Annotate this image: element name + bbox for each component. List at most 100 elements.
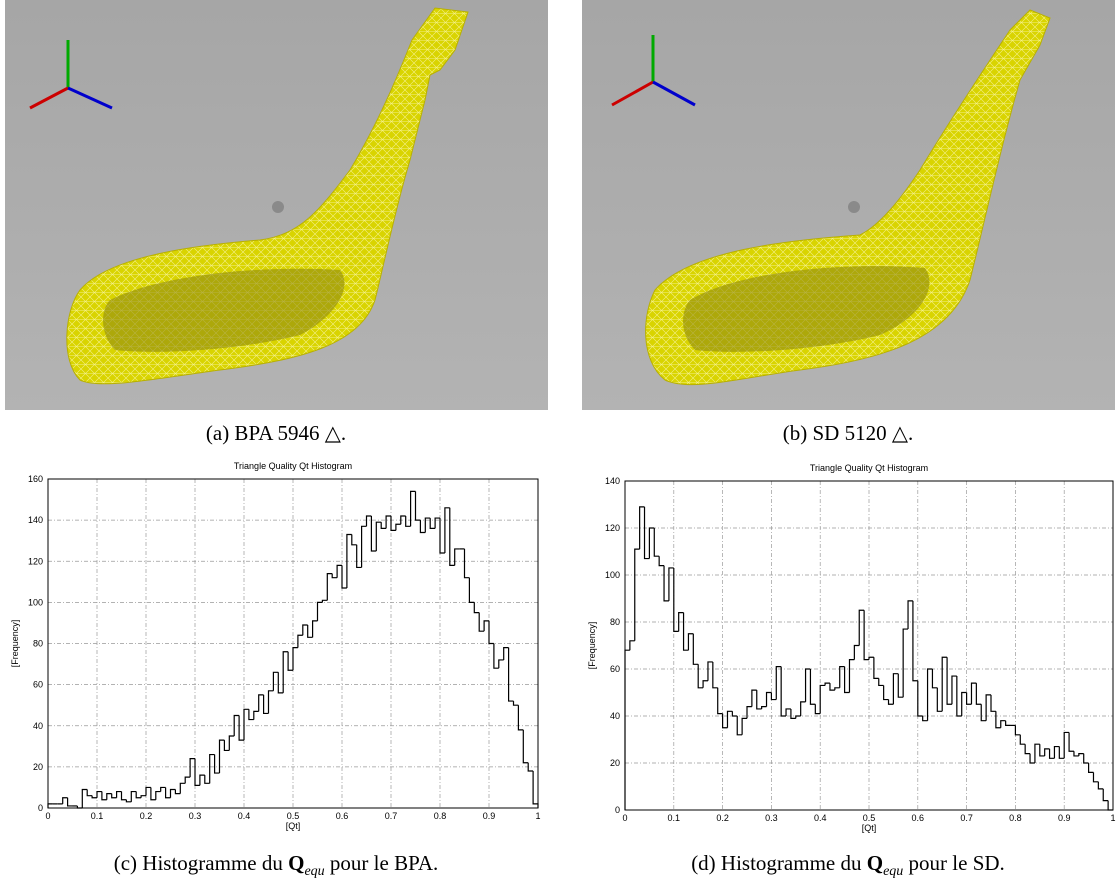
histogram-step	[160, 786, 166, 792]
histogram-step	[390, 516, 396, 532]
histogram-step	[532, 770, 539, 808]
histogram-step	[863, 610, 869, 661]
histogram-step	[1078, 753, 1084, 756]
histogram-step	[125, 799, 132, 803]
histogram-step	[941, 656, 948, 712]
histogram-step	[824, 682, 830, 686]
caption: (c) Histogramme du Qequ pour le BPA.	[114, 851, 439, 878]
histogram-step	[414, 491, 421, 521]
histogram-step	[800, 701, 806, 716]
histogram-step	[498, 659, 504, 669]
caption-text: (d) Histogramme du	[691, 851, 867, 875]
histogram-step	[370, 516, 377, 552]
histogram-step	[736, 716, 743, 736]
y-tick-label: 120	[28, 556, 43, 566]
histogram-step	[634, 548, 640, 641]
histogram-step	[263, 694, 269, 715]
histogram-step	[165, 787, 171, 799]
x-tick-label: 0.6	[336, 811, 349, 821]
histogram-step	[253, 710, 259, 720]
x-axis-label: [Qt]	[862, 823, 877, 833]
x-tick-label: 0	[45, 811, 50, 821]
histogram-step	[1005, 720, 1011, 726]
histogram-step	[648, 527, 655, 559]
histogram-step	[1058, 746, 1065, 759]
histogram-step	[508, 647, 514, 702]
histogram-step	[1019, 734, 1026, 745]
histogram-step	[966, 692, 972, 705]
histogram-step	[101, 791, 107, 801]
histogram-step	[663, 565, 669, 602]
histogram-step	[292, 647, 298, 671]
y-tick-label: 20	[610, 758, 620, 768]
histogram-step	[917, 680, 923, 717]
x-tick-label: 0.3	[189, 811, 202, 821]
caption-text: pour le BPA.	[325, 851, 439, 875]
histogram-step	[302, 624, 308, 636]
histogram-step	[116, 790, 122, 798]
histogram-step	[702, 680, 708, 688]
y-tick-label: 20	[33, 762, 43, 772]
histogram-step	[527, 762, 534, 772]
histogram-step	[169, 788, 176, 798]
histogram-step	[809, 669, 816, 705]
histogram-step	[361, 525, 367, 568]
render-bpa	[5, 0, 548, 410]
y-tick-label: 60	[33, 680, 43, 690]
histogram-step	[454, 548, 460, 566]
histogram-step	[731, 711, 738, 717]
y-tick-label: 80	[33, 639, 43, 649]
y-tick-label: 100	[605, 570, 620, 580]
histogram-step	[873, 657, 879, 679]
histogram-step	[282, 651, 289, 693]
histogram-step	[444, 507, 450, 554]
chart-title: Triangle Quality Qt Histogram	[234, 461, 352, 471]
histogram-step	[1073, 751, 1079, 757]
histogram-step	[321, 599, 328, 603]
y-tick-label: 100	[28, 597, 43, 607]
histogram-step	[1000, 720, 1006, 728]
histogram-step	[1039, 744, 1045, 757]
histogram-step	[478, 612, 485, 632]
caption: (d) Histogramme du Qequ pour le SD.	[691, 851, 1005, 878]
histogram-step	[697, 664, 704, 689]
histogram-step	[493, 643, 499, 669]
y-tick-label: 140	[28, 515, 43, 525]
histogram-step	[868, 656, 874, 660]
histogram-step	[785, 708, 791, 716]
histogram-step	[67, 797, 73, 807]
caption-subscript: equ	[304, 864, 324, 878]
histogram-step	[424, 517, 431, 533]
histogram-step	[375, 521, 382, 551]
histogram-step	[248, 709, 254, 721]
x-tick-label: 0.7	[385, 811, 398, 821]
render-sd	[582, 0, 1115, 410]
histogram-step	[96, 790, 102, 798]
histogram-step	[316, 601, 323, 621]
histogram-step	[756, 690, 762, 710]
histogram-step	[223, 740, 230, 752]
caption-symbol: Q	[288, 851, 304, 875]
histogram-step	[980, 704, 987, 722]
histogram-step	[1097, 781, 1104, 790]
histogram-step	[258, 694, 264, 712]
histogram-step	[907, 600, 913, 630]
y-tick-label: 160	[28, 474, 43, 484]
histogram-step	[985, 694, 991, 721]
x-tick-label: 0	[622, 813, 627, 823]
histogram-step	[804, 668, 811, 702]
y-tick-label: 40	[610, 711, 620, 721]
histogram-step	[106, 793, 112, 800]
caption-symbol: Q	[867, 851, 883, 875]
histogram-step	[712, 661, 718, 689]
x-tick-label: 1	[535, 811, 540, 821]
histogram-step	[853, 644, 860, 660]
histogram-step	[673, 567, 679, 632]
histogram-step	[624, 649, 630, 810]
histogram-step	[140, 795, 146, 798]
histogram-step	[844, 666, 850, 694]
histogram-step	[150, 787, 156, 801]
histogram-step	[707, 661, 713, 681]
histogram-step	[184, 776, 191, 784]
